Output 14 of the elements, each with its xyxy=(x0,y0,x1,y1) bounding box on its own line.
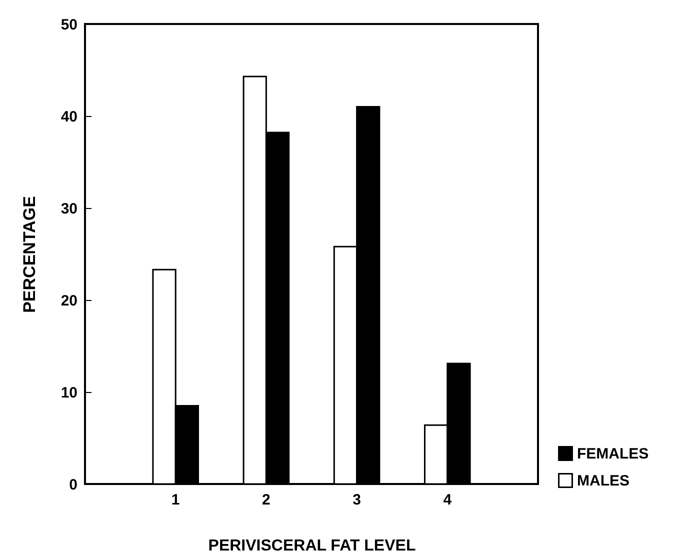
x-tick-label: 3 xyxy=(352,492,361,508)
legend-label: FEMALES xyxy=(577,446,649,462)
y-axis-title: PERCENTAGE xyxy=(20,196,39,313)
legend-label: MALES xyxy=(577,472,630,490)
y-tick-label: 30 xyxy=(60,200,78,218)
y-tick-label: 20 xyxy=(60,292,78,310)
y-tick-label: 50 xyxy=(60,16,78,34)
x-axis-title: PERIVISCERAL FAT LEVEL xyxy=(208,538,416,553)
y-tick-label: 10 xyxy=(60,384,78,402)
y-tick-label: 0 xyxy=(69,476,78,494)
y-tick-label: 40 xyxy=(60,108,78,126)
x-tick-label: 4 xyxy=(443,492,452,508)
x-tick-label: 2 xyxy=(262,492,270,508)
x-tick-label: 1 xyxy=(171,492,180,508)
